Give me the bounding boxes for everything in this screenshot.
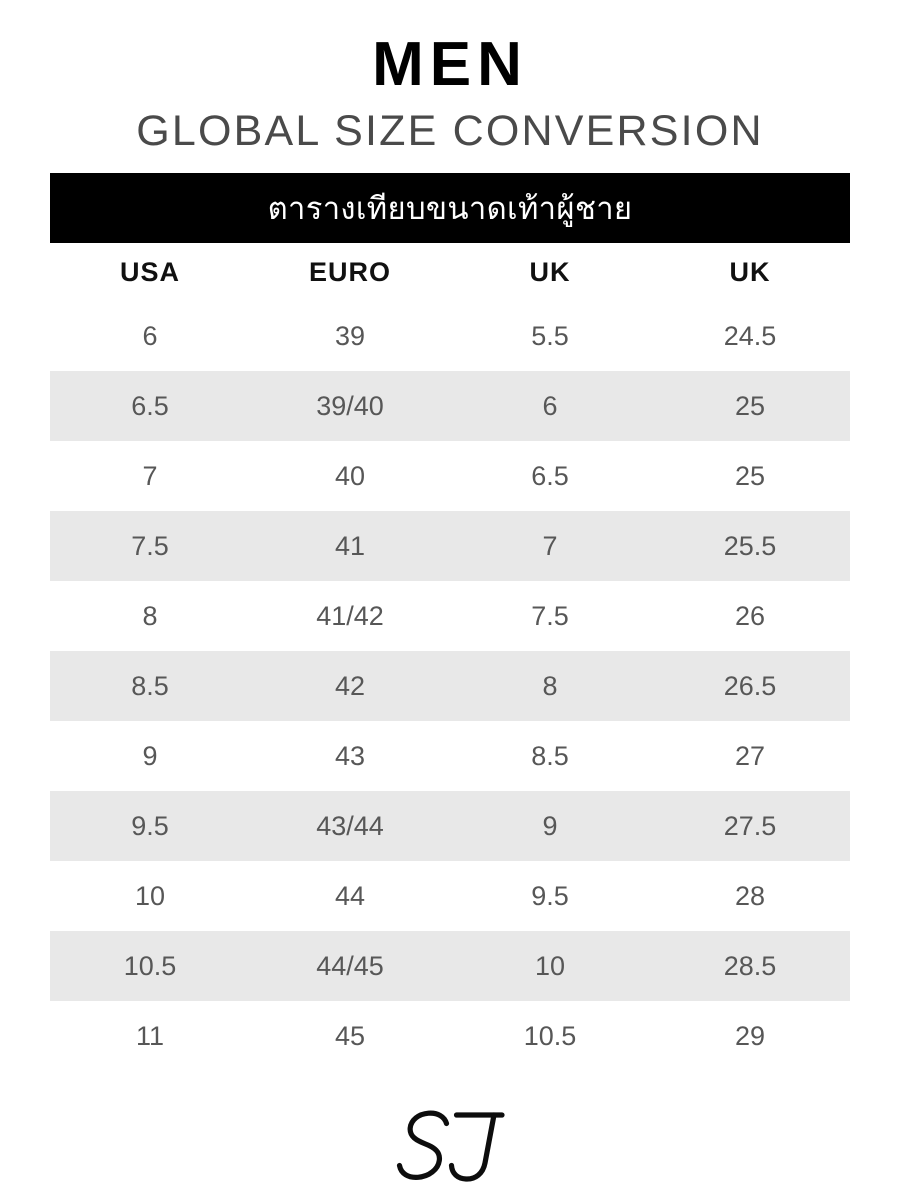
table-cell: 42 <box>250 651 450 721</box>
brand-logo <box>0 1109 900 1195</box>
table-cell: 43/44 <box>250 791 450 861</box>
table-cell: 24.5 <box>650 301 850 371</box>
table-cell: 10 <box>50 861 250 931</box>
table-row: 10 44 9.5 28 <box>50 861 850 931</box>
sj-monogram-icon <box>396 1110 505 1182</box>
table-row: 9.5 43/44 9 27.5 <box>50 791 850 861</box>
column-header-euro: EURO <box>250 243 450 301</box>
table-cell: 26.5 <box>650 651 850 721</box>
table-row: 6.5 39/40 6 25 <box>50 371 850 441</box>
table-cell: 5.5 <box>450 301 650 371</box>
table-cell: 11 <box>50 1001 250 1071</box>
table-cell: 44/45 <box>250 931 450 1001</box>
column-header-uk: UK <box>450 243 650 301</box>
table-row: 11 45 10.5 29 <box>50 1001 850 1071</box>
table-cell: 25.5 <box>650 511 850 581</box>
table-cell: 8 <box>450 651 650 721</box>
thai-title-text: ตารางเทียบขนาดเท้าผู้ชาย <box>267 190 633 226</box>
table-cell: 29 <box>650 1001 850 1071</box>
table-cell: 10.5 <box>50 931 250 1001</box>
table-cell: 9 <box>50 721 250 791</box>
table-cell: 7 <box>450 511 650 581</box>
table-cell: 41 <box>250 511 450 581</box>
table-row: 10.5 44/45 10 28.5 <box>50 931 850 1001</box>
table-cell: 7.5 <box>450 581 650 651</box>
table-cell: 9 <box>450 791 650 861</box>
table-cell: 6 <box>50 301 250 371</box>
table-row: 6 39 5.5 24.5 <box>50 301 850 371</box>
table-cell: 26 <box>650 581 850 651</box>
table-cell: 43 <box>250 721 450 791</box>
table-row: 7 40 6.5 25 <box>50 441 850 511</box>
table-header-row: USA EURO UK UK <box>50 243 850 301</box>
thai-title-banner: ตารางเทียบขนาดเท้าผู้ชาย <box>50 173 850 243</box>
table-cell: 25 <box>650 371 850 441</box>
table-row: 8 41/42 7.5 26 <box>50 581 850 651</box>
table-cell: 39/40 <box>250 371 450 441</box>
table-cell: 28.5 <box>650 931 850 1001</box>
table-cell: 9.5 <box>50 791 250 861</box>
table-cell: 6 <box>450 371 650 441</box>
table-row: 8.5 42 8 26.5 <box>50 651 850 721</box>
table-cell: 7 <box>50 441 250 511</box>
table-cell: 39 <box>250 301 450 371</box>
column-header-cm: UK <box>650 243 850 301</box>
page-subtitle: GLOBAL SIZE CONVERSION <box>136 107 764 155</box>
table-cell: 6.5 <box>450 441 650 511</box>
table-body: 6 39 5.5 24.5 6.5 39/40 6 25 7 40 6.5 25 7.5 41 7 25.5 8… <box>50 301 850 1071</box>
table-cell: 27 <box>650 721 850 791</box>
table-cell: 6.5 <box>50 371 250 441</box>
table-cell: 44 <box>250 861 450 931</box>
table-cell: 10 <box>450 931 650 1001</box>
table-cell: 25 <box>650 441 850 511</box>
size-conversion-table: USA EURO UK UK 6 39 5.5 24.5 6.5 39/40 6 25 7 40 6… <box>50 243 850 1071</box>
table-cell: 10.5 <box>450 1001 650 1071</box>
column-header-usa: USA <box>50 243 250 301</box>
table-cell: 41/42 <box>250 581 450 651</box>
table-cell: 8 <box>50 581 250 651</box>
page-title: MEN <box>372 30 528 99</box>
table-cell: 8.5 <box>50 651 250 721</box>
table-cell: 40 <box>250 441 450 511</box>
table-cell: 27.5 <box>650 791 850 861</box>
table-row: 9 43 8.5 27 <box>50 721 850 791</box>
table-row: 7.5 41 7 25.5 <box>50 511 850 581</box>
table-cell: 7.5 <box>50 511 250 581</box>
table-cell: 8.5 <box>450 721 650 791</box>
table-cell: 9.5 <box>450 861 650 931</box>
table-cell: 28 <box>650 861 850 931</box>
table-cell: 45 <box>250 1001 450 1071</box>
